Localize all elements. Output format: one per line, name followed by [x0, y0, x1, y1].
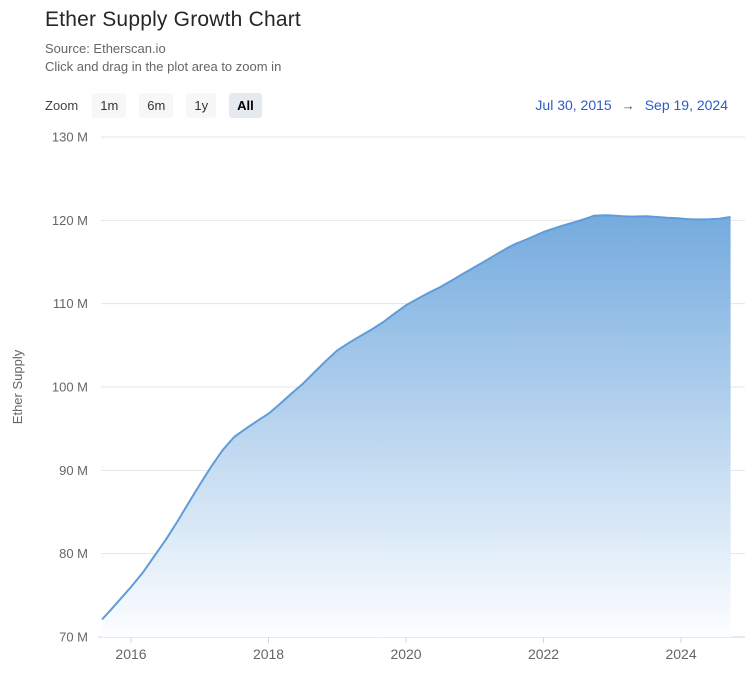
svg-text:2018: 2018	[253, 646, 284, 662]
zoom-button-all[interactable]: All	[229, 92, 262, 118]
svg-text:2020: 2020	[390, 646, 421, 662]
chart-hint-subtitle: Click and drag in the plot area to zoom …	[45, 59, 282, 74]
range-arrow-icon: →	[621, 97, 635, 113]
svg-text:100 M: 100 M	[52, 380, 88, 395]
date-range: Jul 30, 2015 → Sep 19, 2024	[535, 97, 728, 113]
zoom-button-1m[interactable]: 1m	[92, 92, 127, 118]
y-axis-tick-labels: 70 M 80 M 90 M 100 M 110 M 120 M 130 M	[52, 130, 88, 645]
range-start-date[interactable]: Jul 30, 2015	[535, 97, 612, 113]
svg-text:2016: 2016	[115, 646, 146, 662]
svg-text:110 M: 110 M	[53, 296, 88, 311]
range-selector: Zoom 1m 6m 1y All	[45, 92, 262, 118]
zoom-label: Zoom	[45, 97, 79, 113]
svg-text:2022: 2022	[528, 646, 559, 662]
y-axis-title: Ether Supply	[10, 349, 25, 424]
chart-source-subtitle: Source: Etherscan.io	[45, 41, 166, 56]
page-title: Ether Supply Growth Chart	[45, 8, 301, 31]
svg-text:70 M: 70 M	[59, 630, 88, 645]
svg-text:130 M: 130 M	[52, 130, 88, 145]
supply-area-fill	[102, 215, 731, 638]
svg-text:80 M: 80 M	[59, 546, 88, 561]
zoom-button-1y[interactable]: 1y	[186, 92, 217, 118]
zoom-button-6m[interactable]: 6m	[139, 92, 174, 118]
svg-text:2024: 2024	[665, 646, 696, 662]
supply-line	[101, 214, 731, 621]
svg-text:90 M: 90 M	[59, 463, 88, 478]
x-axis: 2016 2018 2020 2022 2024	[98, 636, 745, 662]
svg-text:120 M: 120 M	[52, 213, 88, 228]
range-end-date[interactable]: Sep 19, 2024	[644, 97, 728, 113]
